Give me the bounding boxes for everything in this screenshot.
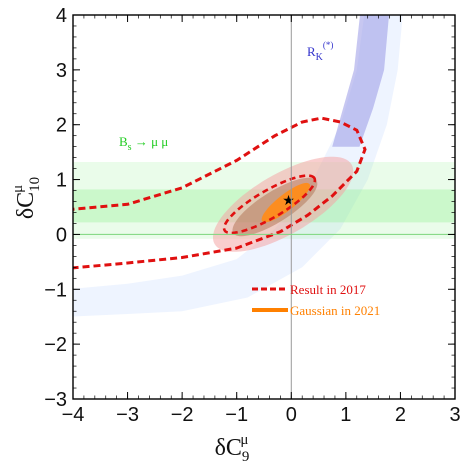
y-tick-label: 2 bbox=[56, 115, 67, 137]
legend: Result in 2017 Gaussian in 2021 bbox=[252, 282, 380, 318]
rk-label-sup: (*) bbox=[323, 40, 334, 50]
x-axis-title-main: δC bbox=[215, 435, 242, 461]
x-tick-label: 2 bbox=[395, 404, 406, 426]
x-tick-label: 1 bbox=[340, 404, 351, 426]
x-axis-title-sup: μ bbox=[240, 432, 248, 448]
y-tick-label: 0 bbox=[56, 224, 67, 246]
x-tick-label: −3 bbox=[116, 404, 139, 426]
x-axis-title-sub: 9 bbox=[242, 449, 250, 465]
y-tick-label: 3 bbox=[56, 60, 67, 82]
y-tick-label: 4 bbox=[56, 5, 67, 27]
rk-label-main: R bbox=[307, 44, 316, 59]
x-tick-label: −2 bbox=[171, 404, 194, 426]
gaussian-2021-region bbox=[261, 182, 310, 223]
plot-frame bbox=[72, 14, 456, 400]
legend-label-2017: Result in 2017 bbox=[290, 282, 366, 297]
x-tick-label: 0 bbox=[286, 404, 297, 426]
x-tick-label: 3 bbox=[449, 404, 460, 426]
y-tick-label: −1 bbox=[44, 279, 67, 301]
legend-label-2021: Gaussian in 2021 bbox=[290, 303, 380, 318]
y-axis-title-sub: 10 bbox=[27, 177, 43, 192]
y-tick-label: −3 bbox=[44, 389, 67, 411]
result-2017-inner-contour bbox=[222, 174, 317, 235]
x-tick-label: −4 bbox=[62, 404, 85, 426]
x-axis-title: δC9μ bbox=[215, 432, 250, 465]
bs-label-rest: → μ μ bbox=[132, 134, 169, 149]
rk-band-label: RK (*) bbox=[307, 40, 333, 63]
bs-label-sub: s bbox=[128, 142, 132, 153]
rk-label-sub: K bbox=[316, 52, 324, 63]
y-axis-title: δC10μ bbox=[10, 177, 43, 219]
y-tick-label: 1 bbox=[56, 170, 67, 192]
bs-label-main: B bbox=[119, 134, 128, 149]
result-2017-outer-contour bbox=[73, 116, 367, 270]
bs-mumu-band-label: Bs → μ μ bbox=[119, 134, 168, 153]
y-axis-title-sup: μ bbox=[10, 185, 26, 193]
y-axis-title-main: δC bbox=[13, 192, 39, 219]
best-fit-star: ★ bbox=[282, 193, 295, 209]
rk-band-outer bbox=[73, 15, 403, 317]
x-tick-label: −1 bbox=[225, 404, 248, 426]
rk-band-inner bbox=[332, 15, 390, 147]
y-tick-label: −2 bbox=[44, 334, 67, 356]
